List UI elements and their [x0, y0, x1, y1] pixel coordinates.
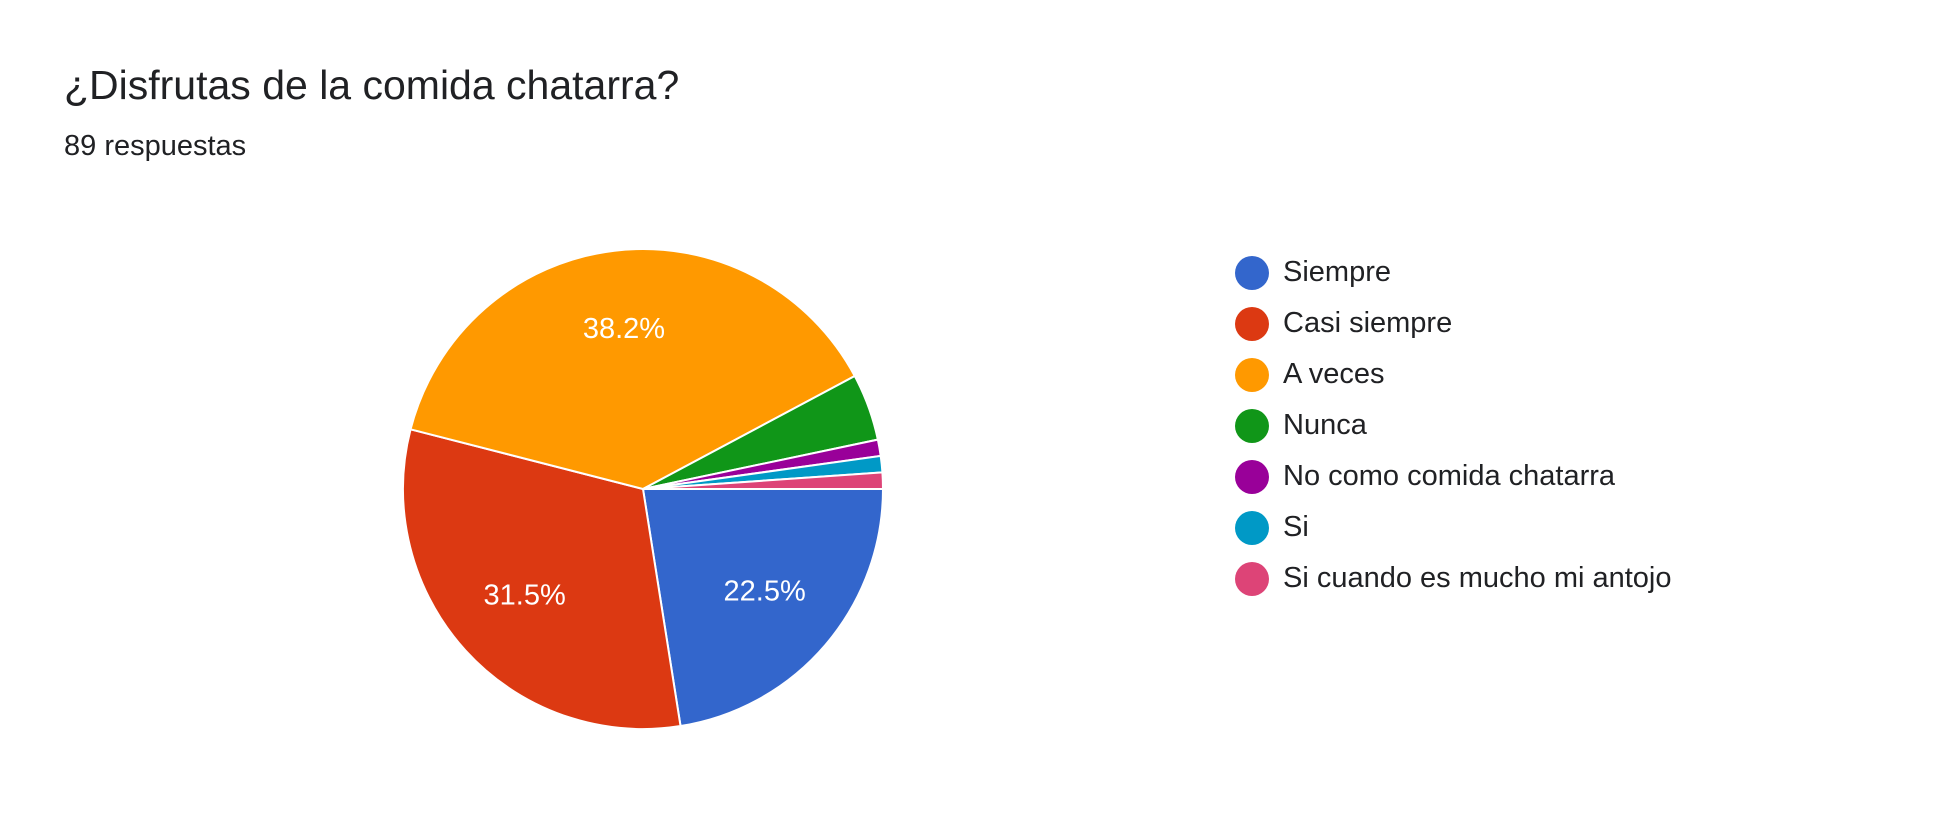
- slice-data-label: 38.2%: [583, 313, 665, 345]
- legend-label: A veces: [1283, 358, 1385, 390]
- legend-label: Si: [1283, 511, 1309, 543]
- legend-swatch: [1235, 561, 1269, 596]
- legend-swatch: [1235, 459, 1269, 494]
- legend-swatch: [1235, 408, 1269, 443]
- chart-title: ¿Disfrutas de la comida chatarra?: [64, 62, 680, 108]
- legend-item[interactable]: Casi siempre: [1235, 298, 1672, 349]
- legend-item[interactable]: Si: [1235, 502, 1672, 553]
- legend-label: Siempre: [1283, 256, 1391, 288]
- legend-swatch: [1235, 255, 1269, 290]
- legend-item[interactable]: No como comida chatarra: [1235, 451, 1672, 502]
- pie-slice-1[interactable]: [641, 488, 885, 728]
- chart-legend: Siempre Casi siempre A veces Nunca No como c…: [1235, 247, 1672, 604]
- response-count: 89 respuestas: [64, 130, 247, 162]
- legend-label: No como comida chatarra: [1283, 460, 1616, 492]
- legend-item[interactable]: Siempre: [1235, 247, 1672, 298]
- slice-data-label: 22.5%: [724, 576, 806, 608]
- legend-item[interactable]: Si cuando es mucho mi antojo: [1235, 553, 1672, 604]
- pie-slice-2[interactable]: [402, 428, 682, 730]
- pie-slice-7[interactable]: [642, 471, 885, 490]
- legend-swatch: [1235, 357, 1269, 392]
- pie-slice-3[interactable]: [409, 248, 857, 491]
- legend-item[interactable]: Nunca: [1235, 400, 1672, 451]
- legend-swatch: [1235, 306, 1269, 341]
- slice-data-label: 31.5%: [484, 579, 566, 611]
- legend-label: Casi siempre: [1283, 307, 1453, 339]
- legend-label: Si cuando es mucho mi antojo: [1283, 562, 1672, 594]
- legend-item[interactable]: A veces: [1235, 349, 1672, 400]
- legend-swatch: [1235, 510, 1269, 545]
- legend-label: Nunca: [1283, 409, 1367, 441]
